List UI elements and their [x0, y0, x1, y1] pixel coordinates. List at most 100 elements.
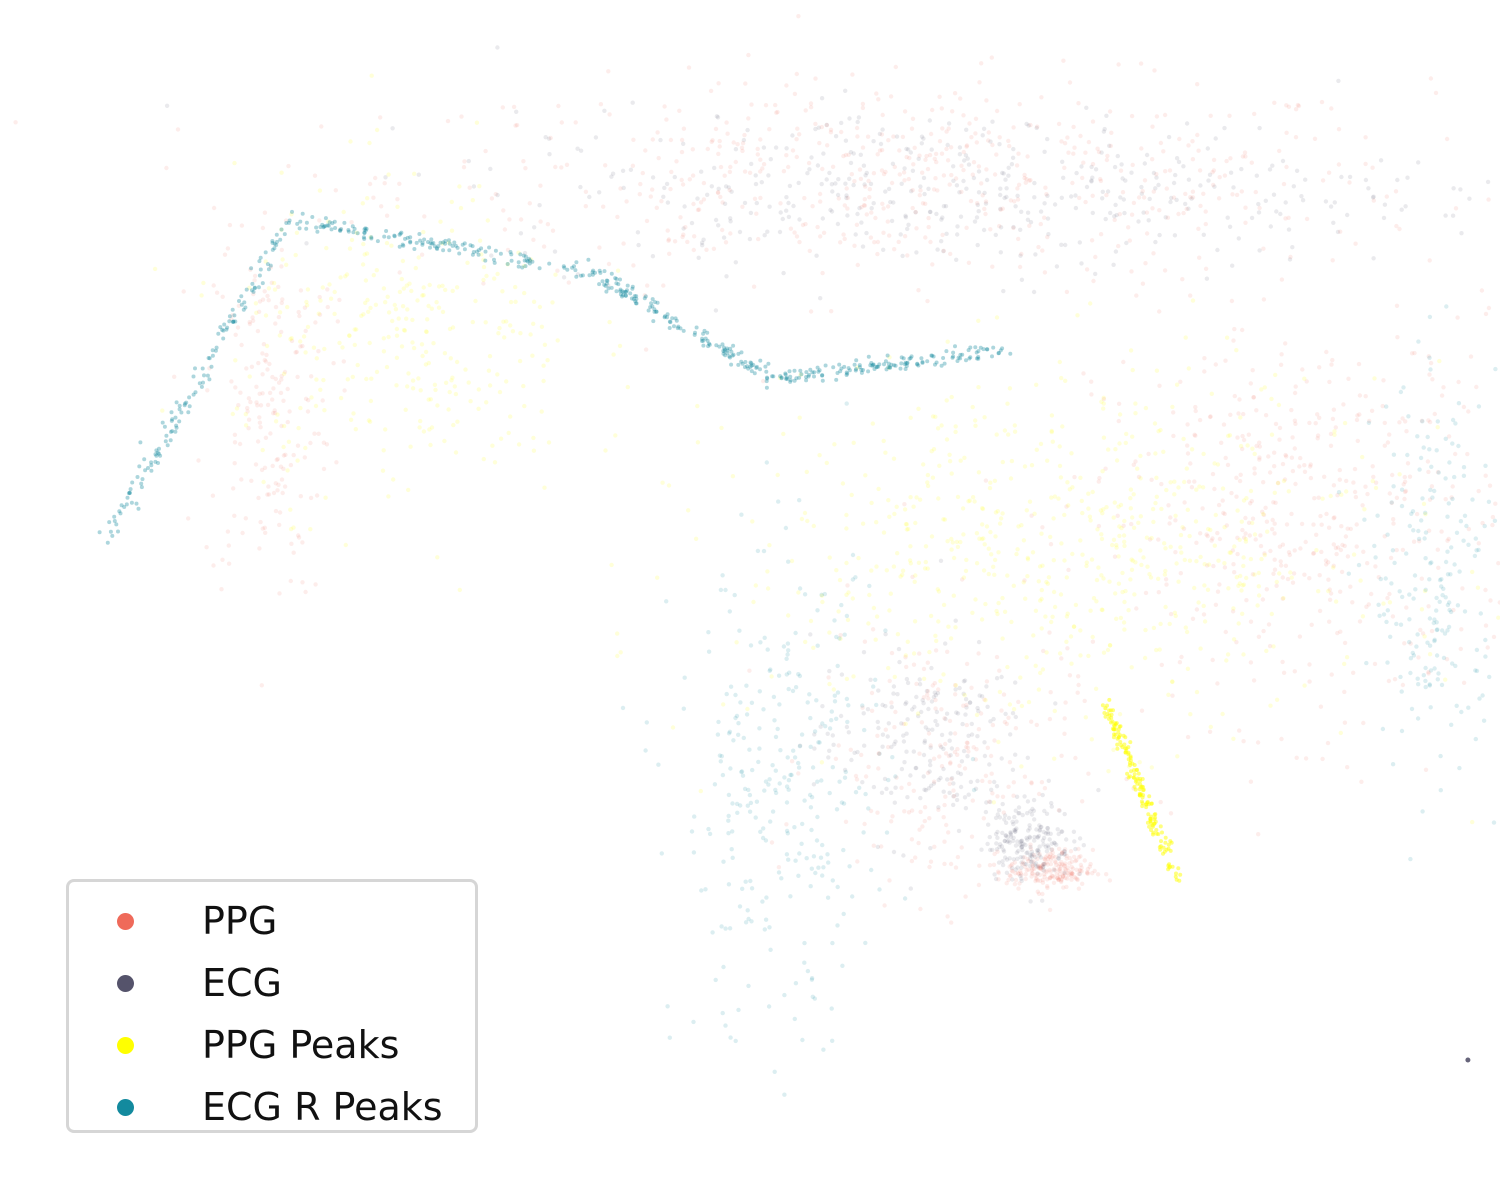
ecg-r-peaks-point	[813, 870, 818, 876]
ecg-r-peaks-point	[182, 403, 187, 408]
ppg-point	[1177, 136, 1182, 142]
ecg-r-peaks-point	[857, 785, 862, 790]
ppg-point	[1040, 867, 1046, 873]
ppg-peaks-point	[1039, 626, 1044, 631]
ppg-peaks-point	[1152, 817, 1157, 822]
ppg-point	[1466, 526, 1472, 532]
ecg-point	[805, 171, 810, 176]
ppg-peaks-point	[429, 425, 435, 430]
ppg-peaks-point	[873, 637, 878, 642]
ecg-r-peaks-point	[786, 686, 791, 692]
ppg-point	[1381, 378, 1386, 383]
ppg-peaks-point	[1116, 554, 1121, 559]
ppg-point	[803, 108, 808, 113]
ppg-point	[784, 153, 789, 158]
ppg-peaks-point	[881, 530, 887, 535]
ppg-point	[724, 120, 729, 125]
ecg-r-peaks-point	[1399, 503, 1405, 509]
ppg-point	[1230, 548, 1236, 553]
ecg-r-peaks-point	[722, 347, 727, 352]
ecg-r-peaks-point	[290, 209, 294, 214]
ppg-peaks-point	[1057, 651, 1063, 656]
ppg-point	[1028, 846, 1034, 851]
ecg-r-peaks-point	[574, 274, 579, 279]
ppg-point	[795, 126, 800, 131]
ecg-r-peaks-point	[649, 301, 654, 306]
ecg-r-peaks-point	[916, 363, 921, 368]
ecg-r-peaks-point	[726, 813, 731, 819]
ppg-point	[518, 217, 524, 222]
ecg-point	[1027, 835, 1033, 840]
ppg-point	[1385, 595, 1390, 601]
ppg-point	[1158, 799, 1163, 805]
ecg-r-peaks-point	[860, 703, 865, 708]
ppg-point	[854, 222, 860, 227]
ppg-point	[337, 297, 342, 303]
ppg-peaks-point	[496, 331, 501, 336]
ecg-r-peaks-point	[1394, 621, 1399, 627]
ppg-point	[461, 165, 467, 170]
ecg-point	[1017, 810, 1022, 816]
ppg-point	[889, 819, 894, 824]
ecg-r-peaks-point	[1421, 445, 1426, 450]
ppg-point	[662, 104, 667, 109]
ppg-point	[1037, 866, 1043, 871]
ppg-point	[667, 251, 672, 256]
ppg-point	[1309, 622, 1314, 627]
ppg-peaks-point	[1252, 532, 1258, 537]
ecg-point	[1012, 829, 1018, 834]
ecg-point	[894, 134, 900, 139]
ppg-peaks-point	[1119, 743, 1124, 748]
ppg-point	[1243, 515, 1248, 521]
ppg-peaks-point	[1132, 592, 1137, 597]
ppg-point	[1001, 692, 1007, 697]
ecg-r-peaks-point	[1423, 530, 1429, 535]
ecg-point	[1008, 732, 1013, 737]
ppg-peaks-point	[247, 374, 252, 379]
ecg-r-peaks-point	[765, 376, 770, 381]
ppg-point	[995, 849, 1000, 854]
ppg-point	[1034, 871, 1040, 876]
ecg-r-peaks-point	[572, 264, 576, 269]
ppg-peaks-point	[386, 172, 391, 177]
ecg-r-peaks-point	[609, 285, 614, 290]
ppg-peaks-point	[1435, 425, 1440, 430]
ppg-point	[769, 840, 775, 845]
ppg-point	[1071, 124, 1076, 130]
ppg-point	[1142, 178, 1148, 183]
ecg-r-peaks-point	[816, 369, 821, 374]
ppg-peaks-point	[1167, 621, 1172, 627]
ecg-r-peaks-point	[1447, 460, 1452, 465]
ecg-r-peaks-point	[118, 511, 123, 516]
ecg-r-peaks-point	[126, 491, 131, 496]
ppg-peaks-point	[1123, 746, 1128, 751]
ppg-peaks-point	[1269, 432, 1275, 437]
ppg-peaks-point	[844, 676, 850, 682]
ppg-point	[1054, 872, 1060, 877]
ppg-peaks-point	[1011, 583, 1016, 588]
ppg-point	[948, 761, 953, 766]
ppg-peaks-point	[419, 342, 425, 347]
ecg-r-peaks-point	[905, 360, 910, 365]
ecg-point	[931, 781, 937, 786]
ppg-point	[252, 278, 257, 283]
ecg-point	[1020, 812, 1025, 818]
ecg-point	[715, 115, 721, 120]
ppg-point	[1400, 416, 1405, 421]
ecg-r-peaks-point	[220, 327, 225, 332]
ecg-point	[1011, 224, 1016, 230]
ppg-peaks-point	[152, 266, 158, 272]
ppg-peaks-point	[1220, 486, 1226, 491]
ppg-point	[225, 246, 231, 251]
ecg-point	[1371, 256, 1376, 261]
ecg-point	[1041, 868, 1047, 873]
ppg-point	[1400, 547, 1406, 553]
ppg-peaks-point	[892, 674, 897, 680]
ecg-r-peaks-point	[905, 361, 909, 366]
ppg-point	[925, 660, 930, 665]
ppg-peaks-point	[1222, 525, 1227, 530]
ppg-point	[1429, 484, 1435, 489]
ppg-point	[597, 245, 602, 250]
ppg-point	[225, 529, 231, 534]
ppg-point	[1371, 198, 1377, 203]
